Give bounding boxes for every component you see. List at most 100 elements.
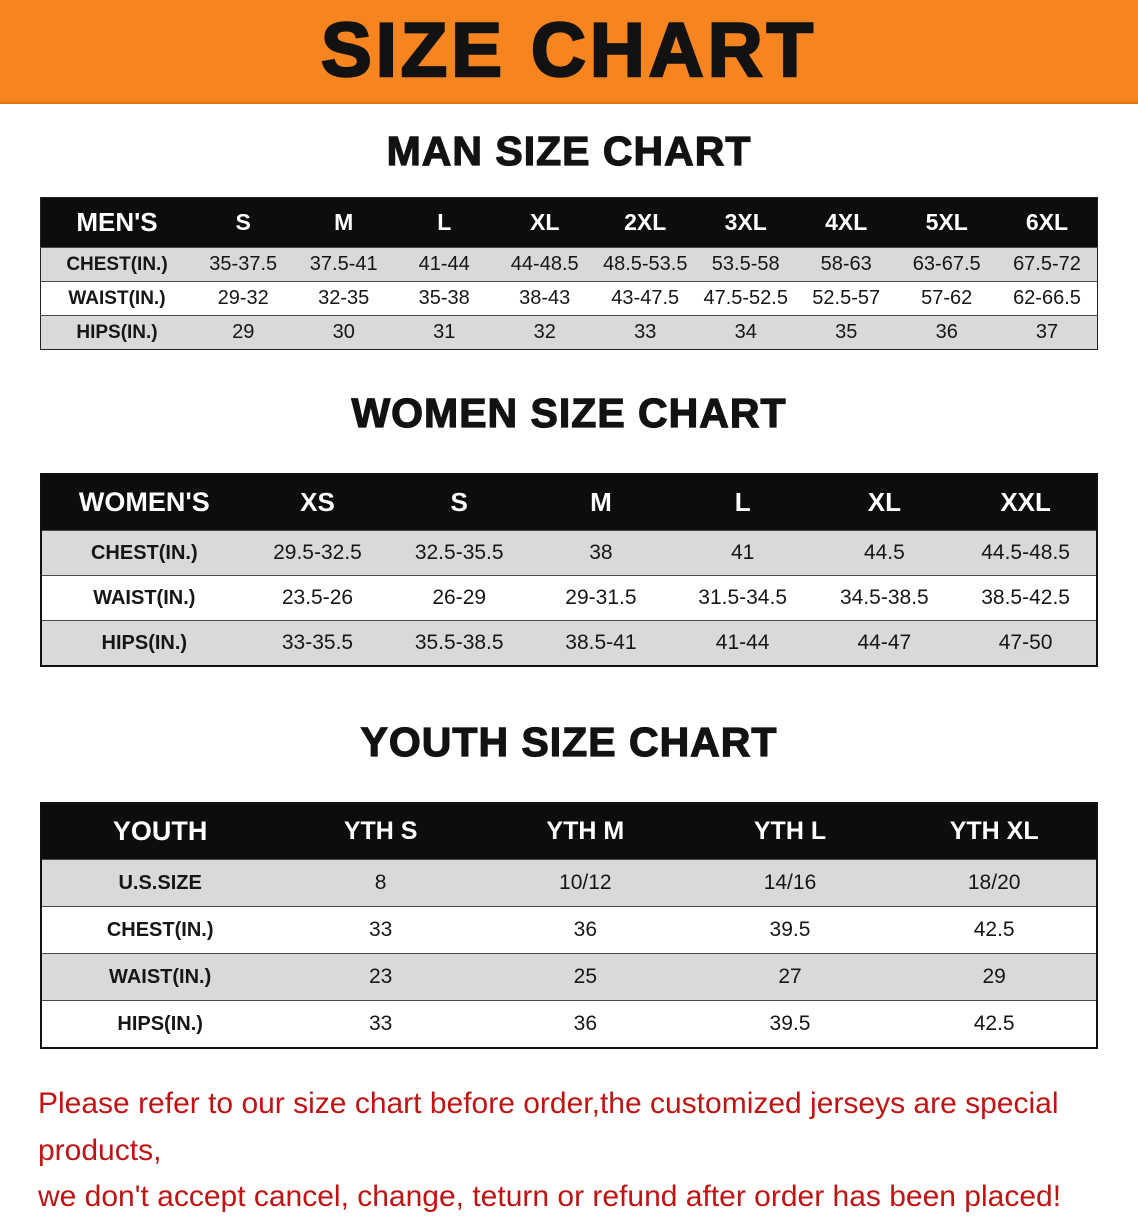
value-cell: 29-32 [192, 281, 294, 316]
value-cell: 26-29 [388, 575, 531, 621]
value-cell: 47-50 [955, 620, 1097, 666]
size-header-cell: XS [246, 474, 389, 531]
value-cell: 57-62 [896, 281, 997, 316]
table-header-row: WOMEN'S XS S M L XL XXL [41, 474, 1097, 531]
table-title-cell: WOMEN'S [41, 474, 247, 531]
value-cell: 10/12 [482, 859, 688, 907]
row-label-cell: HIPS(IN.) [40, 315, 193, 350]
row-label-cell: HIPS(IN.) [41, 620, 247, 666]
value-cell: 53.5-58 [695, 247, 796, 282]
value-cell: 32 [494, 315, 595, 350]
value-cell: 36 [896, 315, 997, 350]
size-header-cell: 3XL [695, 197, 796, 248]
youth-size-section: YOUTH SIZE CHART YOUTH YTH S YTH M YTH L YTH… [0, 667, 1138, 1049]
value-cell: 38-43 [494, 281, 595, 316]
row-label-cell: CHEST(IN.) [41, 906, 279, 954]
disclaimer-line-1: Please refer to our size chart before or… [38, 1087, 1059, 1167]
value-cell: 23 [278, 953, 483, 1001]
value-cell: 25 [482, 953, 688, 1001]
value-cell: 35.5-38.5 [388, 620, 531, 666]
measurement-row: WAIST(IN.) 23.5-26 26-29 29-31.5 31.5-34.5 34… [41, 575, 1097, 621]
youth-size-table: YOUTH YTH S YTH M YTH L YTH XL U.S.SIZE 8 10/12… [40, 802, 1098, 1049]
row-label-cell: CHEST(IN.) [41, 530, 247, 576]
measurement-row: CHEST(IN.) 35-37.5 37.5-41 41-44 44-48.5 48.5… [40, 247, 1098, 282]
disclaimer-text: Please refer to our size chart before or… [38, 1081, 1100, 1221]
value-cell: 52.5-57 [795, 281, 897, 316]
value-cell: 37.5-41 [293, 247, 394, 282]
measurement-row: WAIST(IN.) 29-32 32-35 35-38 38-43 43-47.5 47.… [40, 281, 1098, 316]
value-cell: 29 [892, 953, 1097, 1001]
value-cell: 29.5-32.5 [246, 530, 389, 576]
banner-title: SIZE CHART [320, 8, 817, 93]
value-cell: 38.5-41 [530, 620, 672, 666]
size-chart-banner: SIZE CHART [0, 0, 1138, 104]
size-header-cell: XXL [955, 474, 1097, 531]
value-cell: 14/16 [687, 859, 893, 907]
size-header-cell: 5XL [896, 197, 997, 248]
value-cell: 44.5 [813, 530, 956, 576]
value-cell: 42.5 [892, 1000, 1097, 1048]
value-cell: 58-63 [795, 247, 897, 282]
value-cell: 41-44 [671, 620, 814, 666]
size-header-cell: S [388, 474, 531, 531]
value-cell: 30 [293, 315, 394, 350]
women-size-section: WOMEN SIZE CHART WOMEN'S XS S M L XL XXL CHEST(… [0, 350, 1138, 667]
value-cell: 37 [996, 315, 1098, 350]
value-cell: 39.5 [687, 1000, 893, 1048]
measurement-row: U.S.SIZE 8 10/12 14/16 18/20 [41, 859, 1097, 907]
value-cell: 39.5 [687, 906, 893, 954]
value-cell: 36 [482, 1000, 688, 1048]
disclaimer-line-2: we don't accept cancel, change, teturn o… [38, 1180, 1062, 1213]
size-header-cell: XL [494, 197, 595, 248]
row-label-cell: CHEST(IN.) [40, 247, 193, 282]
value-cell: 33 [278, 906, 483, 954]
value-cell: 33 [278, 1000, 483, 1048]
measurement-row: HIPS(IN.) 29 30 31 32 33 34 35 36 37 [40, 315, 1098, 350]
table-header-row: YOUTH YTH S YTH M YTH L YTH XL [41, 803, 1097, 860]
measurement-row: WAIST(IN.) 23 25 27 29 [41, 953, 1097, 1001]
value-cell: 32.5-35.5 [388, 530, 531, 576]
row-label-cell: WAIST(IN.) [41, 953, 279, 1001]
measurement-row: HIPS(IN.) 33-35.5 35.5-38.5 38.5-41 41-44 44-… [41, 620, 1097, 666]
value-cell: 34 [695, 315, 796, 350]
row-label-cell: WAIST(IN.) [41, 575, 247, 621]
value-cell: 29 [192, 315, 294, 350]
women-size-table: WOMEN'S XS S M L XL XXL CHEST(IN.) 29.5-32.5 32.5… [40, 473, 1098, 667]
value-cell: 31 [393, 315, 495, 350]
value-cell: 33 [594, 315, 696, 350]
man-section-heading: MAN SIZE CHART [386, 127, 752, 174]
value-cell: 29-31.5 [530, 575, 672, 621]
value-cell: 41-44 [393, 247, 495, 282]
value-cell: 35-37.5 [192, 247, 294, 282]
value-cell: 47.5-52.5 [695, 281, 796, 316]
row-label-cell: HIPS(IN.) [41, 1000, 279, 1048]
value-cell: 33-35.5 [246, 620, 389, 666]
value-cell: 32-35 [293, 281, 394, 316]
value-cell: 44-48.5 [494, 247, 595, 282]
value-cell: 36 [482, 906, 688, 954]
size-header-cell: M [530, 474, 672, 531]
size-header-cell: L [393, 197, 495, 248]
value-cell: 41 [671, 530, 814, 576]
measurement-row: CHEST(IN.) 29.5-32.5 32.5-35.5 38 41 44.5 44.5… [41, 530, 1097, 576]
row-label-cell: U.S.SIZE [41, 859, 279, 907]
value-cell: 62-66.5 [996, 281, 1098, 316]
value-cell: 34.5-38.5 [813, 575, 956, 621]
size-header-cell: XL [813, 474, 956, 531]
value-cell: 67.5-72 [996, 247, 1098, 282]
size-header-cell: 6XL [996, 197, 1098, 248]
men-size-table: MEN'S S M L XL 2XL 3XL 4XL 5XL 6XL CHEST(IN.) 35-37… [40, 197, 1098, 350]
measurement-row: HIPS(IN.) 33 36 39.5 42.5 [41, 1000, 1097, 1048]
value-cell: 42.5 [892, 906, 1097, 954]
size-header-cell: M [293, 197, 394, 248]
size-header-cell: YTH S [278, 803, 483, 860]
size-header-cell: 4XL [795, 197, 897, 248]
value-cell: 44-47 [813, 620, 956, 666]
row-label-cell: WAIST(IN.) [40, 281, 193, 316]
value-cell: 27 [687, 953, 893, 1001]
size-header-cell: YTH XL [892, 803, 1097, 860]
value-cell: 35 [795, 315, 897, 350]
value-cell: 38 [530, 530, 672, 576]
value-cell: 43-47.5 [594, 281, 696, 316]
value-cell: 35-38 [393, 281, 495, 316]
